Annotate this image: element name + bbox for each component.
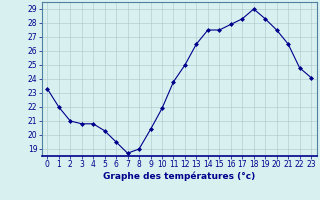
X-axis label: Graphe des températures (°c): Graphe des températures (°c) — [103, 172, 255, 181]
